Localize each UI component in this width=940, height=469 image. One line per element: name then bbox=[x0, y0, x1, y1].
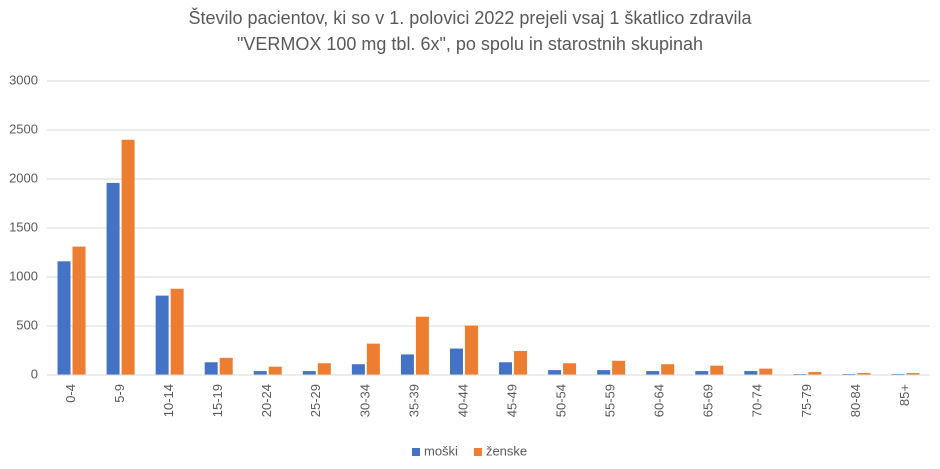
chart-title: Število pacientov, ki so v 1. polovici 2… bbox=[189, 7, 753, 28]
y-tick-label: 0 bbox=[31, 366, 38, 381]
x-tick-label: 15-19 bbox=[210, 384, 225, 417]
bar bbox=[695, 371, 709, 375]
x-tick-label: 45-49 bbox=[504, 384, 519, 417]
bar bbox=[514, 350, 528, 375]
bar bbox=[302, 371, 316, 375]
bar bbox=[57, 261, 71, 375]
x-tick-label: 85+ bbox=[897, 384, 912, 406]
x-tick-label: 75-79 bbox=[799, 384, 814, 417]
bar bbox=[857, 373, 871, 375]
x-tick-label: 0-4 bbox=[63, 384, 78, 403]
bar bbox=[464, 325, 478, 375]
x-tick-label: 20-24 bbox=[259, 384, 274, 417]
bar bbox=[906, 373, 920, 375]
chart-title: "VERMOX 100 mg tbl. 6x", po spolu in sta… bbox=[237, 34, 703, 54]
bar bbox=[351, 364, 365, 375]
bar bbox=[499, 362, 513, 375]
bar bbox=[204, 362, 218, 375]
bar bbox=[366, 343, 380, 375]
x-tick-label: 50-54 bbox=[554, 384, 569, 417]
bar bbox=[563, 363, 577, 375]
legend-swatch bbox=[473, 448, 482, 456]
x-tick-label: 5-9 bbox=[112, 384, 127, 403]
legend-swatch bbox=[412, 448, 420, 456]
bar bbox=[597, 370, 611, 375]
bar bbox=[121, 139, 135, 375]
bar bbox=[400, 354, 414, 375]
bar bbox=[661, 364, 675, 375]
bar bbox=[268, 366, 282, 375]
bar bbox=[759, 368, 773, 375]
bar bbox=[415, 316, 429, 375]
bar bbox=[710, 365, 724, 375]
x-tick-label: 10-14 bbox=[161, 384, 176, 417]
bar bbox=[808, 372, 822, 375]
bar bbox=[155, 295, 169, 375]
x-tick-label: 65-69 bbox=[701, 384, 716, 417]
legend-label: ženske bbox=[486, 443, 527, 458]
bar bbox=[106, 182, 120, 375]
bar bbox=[449, 348, 463, 375]
bar bbox=[646, 371, 660, 375]
y-tick-label: 1500 bbox=[9, 219, 38, 234]
bar bbox=[72, 246, 86, 375]
bar bbox=[170, 288, 184, 375]
y-tick-label: 2500 bbox=[9, 121, 38, 136]
x-tick-label: 70-74 bbox=[750, 384, 765, 417]
y-tick-label: 3000 bbox=[9, 72, 38, 87]
bar bbox=[317, 363, 331, 375]
x-tick-label: 35-39 bbox=[406, 384, 421, 417]
bar bbox=[548, 370, 562, 375]
bar bbox=[612, 360, 626, 375]
x-tick-label: 40-44 bbox=[455, 384, 470, 417]
x-tick-label: 80-84 bbox=[848, 384, 863, 417]
x-tick-label: 25-29 bbox=[308, 384, 323, 417]
bar bbox=[744, 371, 758, 375]
bar bbox=[253, 371, 267, 375]
y-tick-label: 1000 bbox=[9, 268, 38, 283]
bar bbox=[219, 357, 233, 375]
legend-label: moški bbox=[424, 443, 458, 458]
x-tick-label: 55-59 bbox=[603, 384, 618, 417]
y-tick-label: 2000 bbox=[9, 170, 38, 185]
y-tick-label: 500 bbox=[16, 317, 38, 332]
x-tick-label: 30-34 bbox=[357, 384, 372, 417]
x-tick-label: 60-64 bbox=[652, 384, 667, 417]
